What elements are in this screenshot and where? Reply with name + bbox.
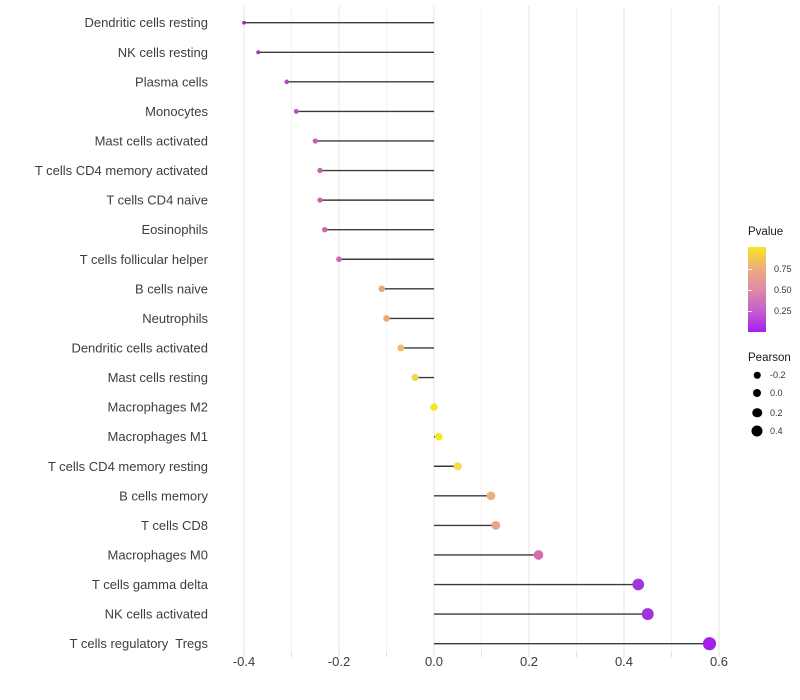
pearson-legend-dot: [752, 407, 762, 418]
data-point: [702, 637, 717, 651]
data-point: [317, 167, 323, 174]
legend-panel: Pvalue 0.75 0.50 0.25 Pearson -0.2 0.0 0.2 0.…: [748, 226, 800, 446]
data-point: [533, 550, 544, 560]
y-axis-label: Macrophages M2: [108, 400, 208, 415]
pearson-legend-dot: [753, 389, 761, 398]
data-point: [486, 491, 496, 501]
data-point: [453, 462, 462, 471]
y-axis-label: Dendritic cells activated: [71, 340, 208, 355]
y-axis-label: NK cells activated: [105, 607, 208, 622]
y-axis-label: B cells memory: [119, 488, 208, 503]
y-axis-label: Plasma cells: [135, 74, 208, 89]
data-point: [411, 373, 419, 382]
data-point: [317, 197, 323, 203]
pearson-legend-title: Pearson: [748, 352, 791, 364]
data-point: [378, 285, 386, 293]
pearson-legend-label: 0.4: [770, 425, 783, 436]
pearson-legend-label: -0.2: [770, 370, 786, 380]
pearson-legend-dot: [751, 425, 763, 437]
y-axis-label: Macrophages M0: [108, 547, 208, 562]
y-axis-label: T cells follicular helper: [80, 252, 209, 267]
y-axis-label: T cells regulatory Tregs: [70, 636, 209, 651]
data-point: [242, 20, 246, 25]
x-axis-tick-label: -0.2: [328, 654, 350, 669]
data-point: [632, 578, 645, 591]
x-axis-tick-label: 0.4: [615, 654, 633, 669]
data-point: [293, 109, 299, 114]
pvalue-tick-label: 0.50: [774, 284, 792, 295]
pvalue-legend-title: Pvalue: [748, 226, 784, 238]
pearson-legend-dot: [753, 371, 761, 379]
pvalue-colorbar-tick: [748, 289, 752, 291]
y-axis-label: T cells CD4 naive: [106, 193, 208, 208]
data-point: [434, 432, 443, 441]
data-point: [312, 138, 318, 144]
data-point: [336, 256, 342, 263]
y-axis-label: Macrophages M1: [108, 429, 208, 444]
y-axis-label: Mast cells activated: [95, 133, 208, 148]
pvalue-colorbar-tick: [748, 269, 752, 271]
y-axis-label: T cells CD4 memory resting: [48, 459, 208, 474]
data-point: [491, 520, 501, 530]
pearson-legend-label: 0.2: [770, 407, 783, 418]
y-axis-label: Neutrophils: [142, 311, 208, 326]
pvalue-tick-label: 0.25: [774, 305, 792, 316]
data-point: [284, 79, 290, 85]
pvalue-colorbar-tick: [748, 310, 752, 312]
y-axis-label: Monocytes: [145, 104, 208, 119]
data-point: [383, 315, 390, 322]
data-point: [397, 344, 405, 352]
x-axis-tick-label: 0.2: [520, 654, 538, 669]
y-axis-label: T cells CD8: [141, 518, 208, 533]
x-axis-tick-label: 0.0: [425, 654, 443, 669]
pvalue-colorbar: [748, 247, 766, 332]
data-point: [256, 50, 261, 55]
data-point: [430, 403, 438, 411]
y-axis-label: B cells naive: [135, 281, 208, 296]
pearson-legend-label: 0.0: [770, 388, 783, 399]
y-axis-label: NK cells resting: [118, 45, 208, 60]
y-axis-label: Dendritic cells resting: [84, 15, 208, 30]
data-point: [641, 608, 654, 621]
x-axis-tick-label: -0.4: [233, 654, 255, 669]
y-axis-label: T cells CD4 memory activated: [35, 163, 208, 178]
x-axis-tick-label: 0.6: [710, 654, 728, 669]
y-axis-label: Eosinophils: [142, 222, 209, 237]
y-axis-label: Mast cells resting: [108, 370, 208, 385]
pvalue-tick-label: 0.75: [774, 264, 792, 275]
y-axis-label: T cells gamma delta: [92, 577, 209, 592]
data-point: [322, 226, 328, 233]
